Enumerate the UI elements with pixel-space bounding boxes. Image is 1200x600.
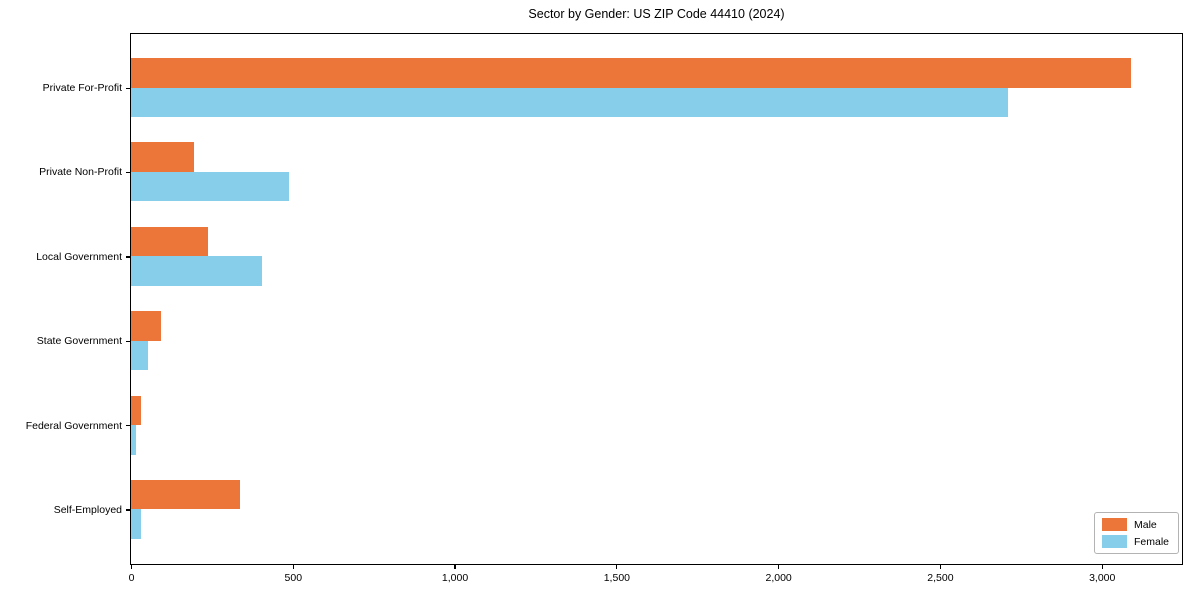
xtick-label-0: 0 [128,572,135,584]
ytick-label-private-non-profit: Private Non-Profit [39,166,122,179]
ytick-label-local-government: Local Government [36,250,122,263]
bar-male-private-non-profit [131,142,195,172]
ytick-label-self-employed: Self-Employed [53,503,122,516]
bar-female-private-non-profit [131,171,289,202]
xtick-label-3-000: 3,000 [1089,572,1116,584]
legend-swatch-female [1101,535,1127,548]
ytick-label-federal-government: Federal Government [25,419,122,432]
legend-swatch-male [1101,518,1127,531]
xtick-mark [939,565,942,569]
legend-label-female: Female [1133,535,1169,548]
bar-male-local-government [131,226,209,257]
bar-male-state-government [131,311,161,341]
xtick-mark [616,565,618,569]
xtick-label-1-500: 1,500 [603,572,630,584]
xtick-label-2-500: 2,500 [927,572,954,584]
bar-female-state-government [131,340,148,371]
bar-male-federal-government [131,395,142,426]
chart-title: Sector by Gender: US ZIP Code 44410 (202… [528,7,785,21]
ytick-mark [126,87,130,89]
xtick-label-1-000: 1,000 [441,572,469,584]
ytick-label-state-government: State Government [36,335,122,348]
legend-entry-female: Female [1101,535,1169,548]
xtick-mark [292,565,294,569]
xtick-label-500: 500 [284,572,303,584]
bar-female-self-employed [131,509,142,539]
plot-area [130,33,1183,565]
ytick-mark [126,509,130,511]
legend-entry-male: Male [1101,518,1169,531]
legend: Male Female [1093,512,1179,554]
bar-male-self-employed [131,479,241,510]
bar-male-private-for-profit [131,58,1131,88]
ytick-mark [126,256,130,258]
ytick-mark [126,340,130,342]
ytick-label-private-for-profit: Private For-Profit [42,82,122,95]
ytick-mark [126,171,130,174]
ytick-mark [126,425,130,427]
xtick-mark [778,565,780,569]
xtick-mark [130,565,133,569]
bar-female-private-for-profit [131,87,1008,118]
legend-label-male: Male [1133,518,1157,531]
bar-female-local-government [131,256,263,286]
xtick-mark [454,565,456,569]
xtick-label-2-000: 2,000 [765,572,792,584]
bar-female-federal-government [131,425,136,455]
xtick-mark [1101,565,1103,569]
